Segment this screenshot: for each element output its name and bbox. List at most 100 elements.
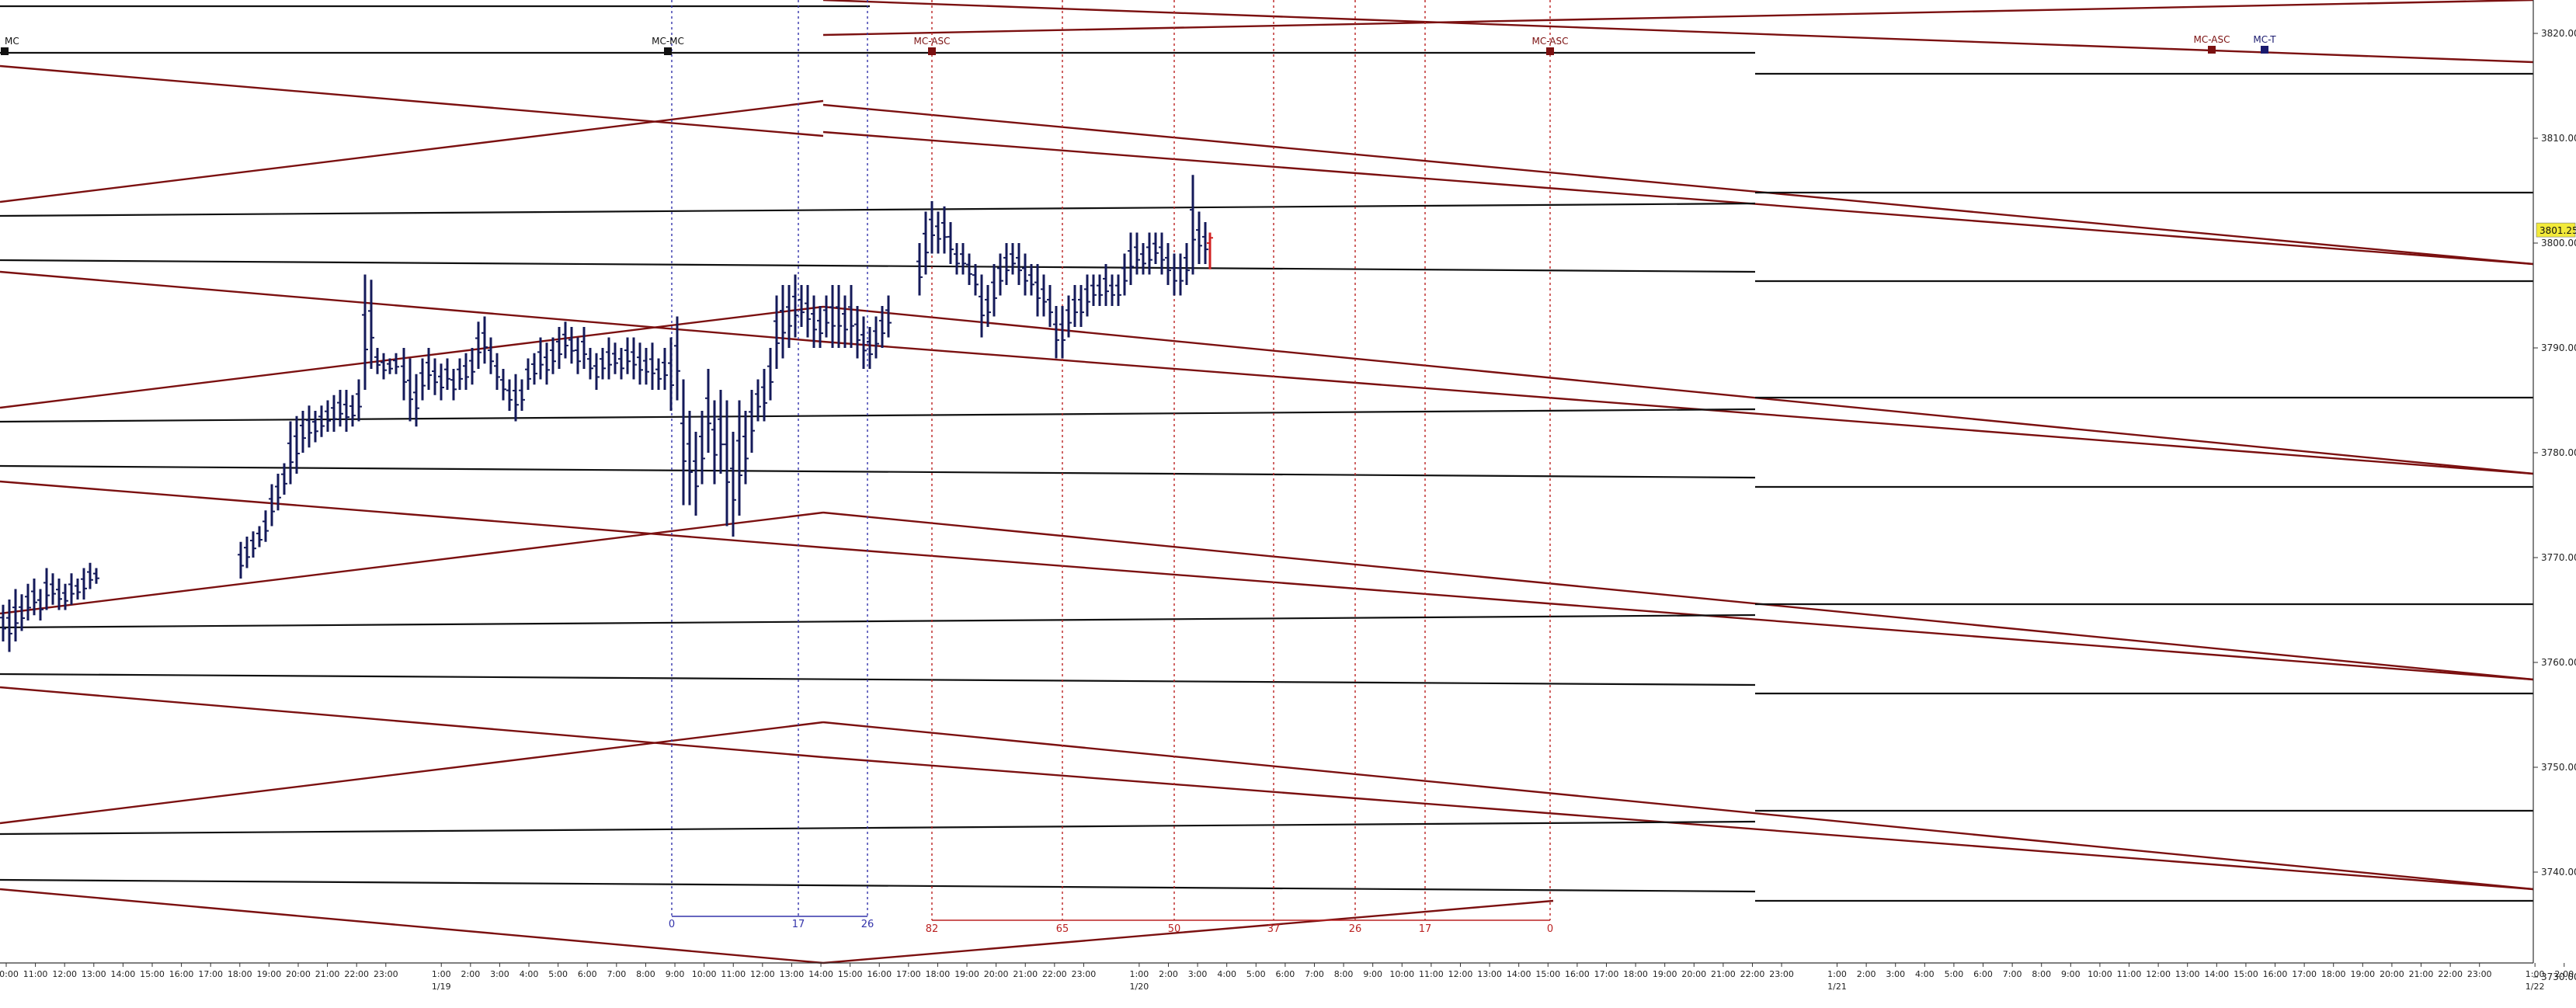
price-bar xyxy=(1010,243,1016,275)
x-date-label: 1/21 xyxy=(1827,982,1847,992)
price-bar xyxy=(238,541,244,579)
fan-line-2 xyxy=(822,130,2534,266)
x-tick-label: 23:00 xyxy=(1769,969,1794,979)
red-count-label: 26 xyxy=(1349,923,1362,935)
x-tick-label: 1:00 xyxy=(2526,969,2545,979)
price-bar xyxy=(407,358,413,422)
x-tick-label: 23:00 xyxy=(2467,969,2492,979)
fan-line-7 xyxy=(822,305,2534,475)
fan-line-1 xyxy=(0,99,824,203)
price-bar xyxy=(954,243,960,275)
red-count-label: 65 xyxy=(1056,923,1069,935)
price-bar xyxy=(829,285,836,348)
price-bar xyxy=(1072,285,1078,327)
x-tick-label: 15:00 xyxy=(1535,969,1560,979)
fan-line-18 xyxy=(822,0,2534,64)
price-bar xyxy=(481,316,488,364)
price-bar xyxy=(31,579,37,616)
x-tick-label: 5:00 xyxy=(1246,969,1266,979)
price-bars-layer xyxy=(0,175,1213,652)
fan-line-9 xyxy=(0,511,824,615)
price-bar xyxy=(848,285,854,348)
price-bar xyxy=(742,411,749,485)
fan-line-16 xyxy=(0,888,824,965)
x-tick-label: 8:00 xyxy=(636,969,655,979)
last-price-bar xyxy=(1207,232,1213,269)
fan-line-11 xyxy=(822,511,2534,681)
price-bar xyxy=(1097,274,1103,306)
price-bar xyxy=(618,348,624,380)
x-date-label: 1/22 xyxy=(2526,982,2545,992)
x-tick-label: 19:00 xyxy=(954,969,979,979)
marker-mc-t: MC-T xyxy=(2253,34,2276,54)
x-tick-label: 6:00 xyxy=(1276,969,1295,979)
price-bar xyxy=(463,353,469,390)
x-tick-label: 18:00 xyxy=(2321,969,2346,979)
price-bar xyxy=(1115,274,1121,306)
y-tick-label: 3810.00 xyxy=(2541,133,2576,144)
x-tick-label: 7:00 xyxy=(1305,969,1324,979)
x-tick-label: 14:00 xyxy=(1507,969,1531,979)
price-bar xyxy=(562,322,568,359)
x-tick-label: 16:00 xyxy=(1565,969,1590,979)
x-tick-label: 23:00 xyxy=(1072,969,1097,979)
price-bar xyxy=(1196,211,1202,264)
price-bar xyxy=(438,363,444,401)
price-bar xyxy=(718,390,724,474)
price-bar xyxy=(923,211,929,275)
price-bar xyxy=(941,206,947,254)
price-bar xyxy=(593,353,600,390)
x-tick-label: 8:00 xyxy=(1334,969,1354,979)
level-line-4 xyxy=(0,464,1756,479)
fan-line-17 xyxy=(822,899,1554,965)
price-bar xyxy=(312,411,318,443)
fan-line-10 xyxy=(822,546,2534,681)
price-bar xyxy=(680,379,687,506)
price-bar xyxy=(674,316,680,401)
price-bar xyxy=(68,573,75,605)
red-count-label: 50 xyxy=(1168,923,1181,935)
price-bar xyxy=(1190,175,1196,275)
x-tick-label: 12:00 xyxy=(2146,969,2171,979)
price-bar xyxy=(43,568,50,610)
x-tick-label: 2:00 xyxy=(1159,969,1178,979)
vertical-count-lines-layer: 0 17 26 82 65 50 37 26 17 0 xyxy=(669,0,1553,935)
x-tick-label: 21:00 xyxy=(1013,969,1038,979)
x-tick-label: 20:00 xyxy=(984,969,1009,979)
last-price-badge: 3801.25 xyxy=(2536,222,2576,238)
price-bar xyxy=(1128,232,1134,285)
red-count-label: 17 xyxy=(1419,923,1432,935)
price-bar xyxy=(755,379,761,422)
price-bar xyxy=(494,353,500,390)
price-bar xyxy=(469,348,475,385)
price-bar xyxy=(87,562,93,589)
fan-line-5 xyxy=(0,305,824,409)
price-bar xyxy=(244,537,250,568)
price-bar xyxy=(879,306,885,348)
price-bar xyxy=(450,369,457,401)
x-tick-label: 19:00 xyxy=(257,969,282,979)
price-bar xyxy=(637,342,643,385)
x-tick-label: 2:00 xyxy=(461,969,480,979)
x-tick-label: 2:00 xyxy=(1857,969,1876,979)
x-tick-label: 11:00 xyxy=(23,969,48,979)
x-tick-label: 5:00 xyxy=(548,969,568,979)
x-tick-label: 20:00 xyxy=(2380,969,2404,979)
level-line-7 xyxy=(0,820,1756,836)
x-tick-label: 14:00 xyxy=(808,969,833,979)
price-bar xyxy=(294,415,300,474)
y-tick-label: 3750.00 xyxy=(2541,762,2576,773)
x-tick-label: 1:00 xyxy=(432,969,451,979)
price-bar xyxy=(947,222,954,264)
x-tick-label: 22:00 xyxy=(344,969,369,979)
y-tick-label: 3800.00 xyxy=(2541,238,2576,249)
x-tick-label: 1:00 xyxy=(1130,969,1149,979)
x-tick-label: 3:00 xyxy=(1886,969,1905,979)
price-bar xyxy=(281,463,287,495)
price-bar xyxy=(93,568,99,584)
price-bar xyxy=(506,379,513,411)
price-bar xyxy=(250,531,256,558)
price-bar xyxy=(12,589,19,641)
